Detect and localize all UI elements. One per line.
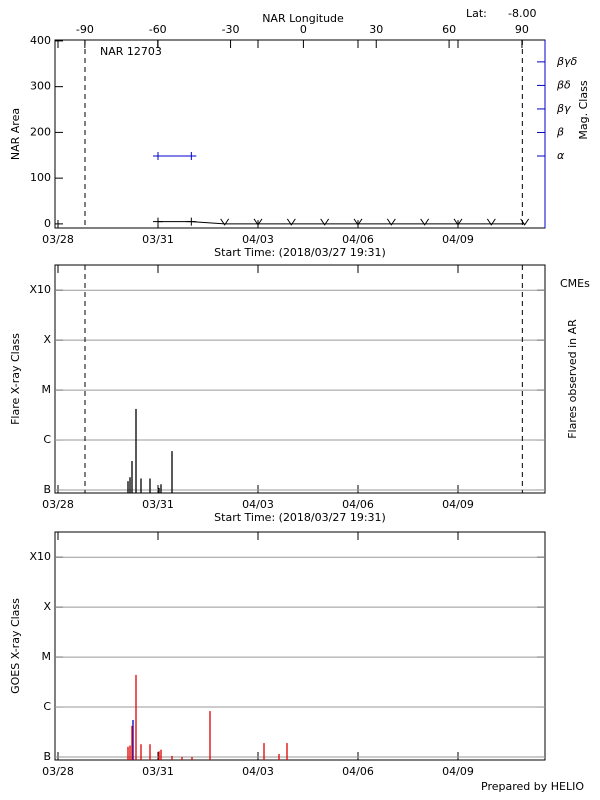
y-tick-label: X	[43, 600, 51, 613]
y-axis-label: NAR Area	[9, 108, 22, 160]
y-tick-label: X	[43, 333, 51, 346]
x-tick-label: 03/28	[42, 498, 74, 511]
x-tick-label: 03/31	[142, 233, 174, 246]
y-tick-label: 400	[30, 34, 51, 47]
y-tick-label: 100	[30, 171, 51, 184]
y-tick-label: B	[43, 483, 51, 496]
x-axis-label: Start Time: (2018/03/27 19:31)	[214, 246, 386, 259]
y-tick-label: 0	[44, 217, 51, 230]
point-marker	[486, 218, 496, 226]
plot-frame	[54, 264, 546, 494]
plot-frame	[54, 531, 546, 761]
point-marker	[420, 218, 430, 226]
x-tick-label: 04/03	[242, 498, 274, 511]
x2-tick-label: -90	[76, 23, 94, 36]
point-marker	[520, 218, 530, 226]
point-marker	[453, 218, 463, 226]
point-marker	[320, 218, 330, 226]
lat-label: Lat:	[466, 7, 487, 20]
x2-tick-label: 90	[515, 23, 529, 36]
x-tick-label: 03/28	[42, 233, 74, 246]
x-tick-label: 03/31	[142, 498, 174, 511]
x-tick-label: 03/28	[42, 765, 74, 778]
credit: Prepared by HELIO	[481, 780, 584, 793]
point-marker	[286, 218, 296, 226]
point-marker	[253, 218, 263, 226]
cme-label: CMEs	[560, 277, 590, 290]
x2-tick-label: 30	[369, 23, 383, 36]
y2-tick-label: βδ	[556, 78, 571, 91]
y-tick-label: X10	[29, 550, 51, 563]
x-tick-label: 04/09	[442, 233, 474, 246]
y-axis-label: Flare X-ray Class	[9, 333, 22, 425]
y-axis-label: GOES X-ray Class	[9, 598, 22, 694]
x2-tick-label: -60	[149, 23, 167, 36]
point-marker	[186, 217, 197, 226]
x-tick-label: 04/03	[242, 765, 274, 778]
x2-tick-label: 60	[442, 23, 456, 36]
y2-tick-label: βγδ	[556, 55, 578, 68]
point-marker	[153, 217, 163, 226]
y2-tick-label: β	[556, 125, 564, 138]
point-marker	[186, 152, 197, 160]
point-marker	[386, 218, 396, 226]
plot-frame	[54, 39, 546, 229]
y2-tick-label: α	[557, 149, 565, 162]
x-tick-label: 04/06	[342, 765, 374, 778]
y-tick-label: X10	[29, 283, 51, 296]
y2-axis-label: Flares observed in AR	[566, 319, 579, 439]
y2-tick-label: βγ	[556, 102, 571, 115]
chart-title: NAR 12703	[100, 45, 162, 58]
y-tick-label: M	[42, 383, 52, 396]
x2-tick-label: 0	[300, 23, 307, 36]
x-tick-label: 04/06	[342, 233, 374, 246]
y-tick-label: B	[43, 750, 51, 763]
x-tick-label: 04/03	[242, 233, 274, 246]
point-marker	[353, 218, 363, 226]
x-axis-label: Start Time: (2018/03/27 19:31)	[214, 511, 386, 524]
x-tick-label: 04/06	[342, 498, 374, 511]
point-marker	[153, 152, 163, 160]
x2-tick-label: -30	[222, 23, 240, 36]
point-marker	[220, 218, 230, 226]
y-tick-label: M	[42, 650, 52, 663]
lat-value: -8.00	[508, 7, 536, 20]
x-tick-label: 04/09	[442, 498, 474, 511]
x2-axis-label: NAR Longitude	[262, 12, 344, 25]
y-tick-label: C	[43, 433, 51, 446]
y-tick-label: 200	[30, 125, 51, 138]
y2-axis-label: Mag. Class	[577, 80, 590, 139]
x-tick-label: 04/09	[442, 765, 474, 778]
series-line	[158, 221, 525, 225]
x-tick-label: 03/31	[142, 765, 174, 778]
y-tick-label: C	[43, 700, 51, 713]
y-tick-label: 300	[30, 80, 51, 93]
